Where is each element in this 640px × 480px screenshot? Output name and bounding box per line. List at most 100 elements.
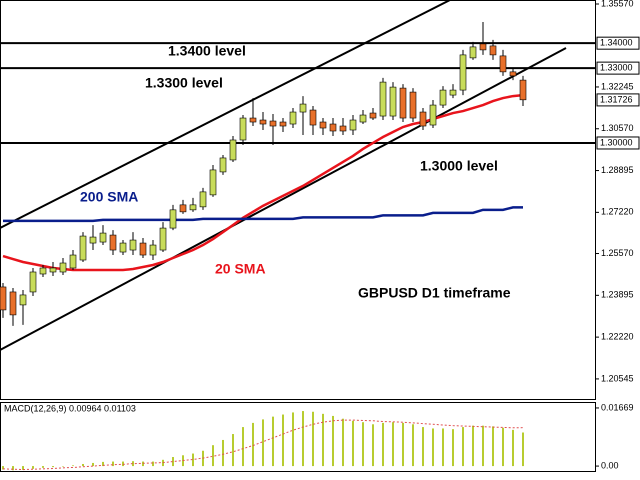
price-label: 1.31726 [600, 94, 633, 104]
macd-bar [92, 462, 94, 467]
macd-bar [22, 466, 24, 470]
candle-body [259, 119, 267, 125]
candle-body [379, 81, 387, 117]
candle-body [79, 235, 87, 261]
channel-lower [0, 47, 567, 351]
macd-bar [472, 425, 474, 467]
macd-bar [72, 465, 74, 467]
macd-bar [442, 428, 444, 467]
y-tick-label: 1.32245 [601, 81, 634, 91]
candle-body [189, 204, 197, 211]
candle-body [149, 244, 157, 256]
price-label: 1.33000 [600, 62, 633, 72]
candle-body [9, 291, 17, 316]
candle-body [39, 267, 47, 275]
candle-body [0, 286, 7, 311]
macd-bar [262, 419, 264, 467]
candle-body [179, 204, 187, 213]
sma-label: 200 SMA [80, 189, 138, 205]
macd-bar [432, 428, 434, 467]
candle-body [209, 169, 217, 196]
price-label: 1.30000 [600, 137, 633, 147]
candle-body [289, 111, 297, 125]
macd-panel [0, 402, 596, 472]
macd-bar [102, 461, 104, 467]
candle-body [89, 236, 97, 244]
candle-body [309, 109, 317, 126]
macd-bar [112, 461, 114, 467]
macd-bar [282, 414, 284, 467]
price-label: 1.34000 [600, 38, 633, 48]
candle-body [109, 234, 117, 251]
candle-body [219, 157, 227, 173]
sma-line [2, 93, 524, 272]
candle-body [459, 54, 467, 91]
macd-bar [132, 461, 134, 467]
macd-bar [392, 422, 394, 467]
macd-bar [52, 466, 54, 468]
candle-body [469, 46, 477, 59]
y-tick-label: 1.20545 [601, 373, 634, 383]
candle-body [129, 239, 137, 251]
macd-bar [342, 418, 344, 467]
macd-bar [252, 422, 254, 467]
macd-bar [212, 445, 214, 467]
candle-body [139, 242, 147, 256]
candle-body [199, 191, 207, 208]
candle-body [59, 262, 67, 273]
macd-bar [192, 453, 194, 467]
price-label-box [596, 136, 640, 150]
macd-bar [152, 461, 154, 467]
candle-body [439, 89, 447, 106]
macd-bar [402, 422, 404, 467]
candle-body [399, 87, 407, 119]
y-tick-label: 1.22220 [601, 331, 634, 341]
candle-body [319, 121, 327, 129]
drawing-layer [0, 0, 567, 351]
y-tick-label: 1.23895 [601, 290, 634, 300]
macd-bar [292, 412, 294, 467]
macd-bar [312, 411, 314, 467]
candle-body [299, 103, 307, 113]
macd-bar [452, 429, 454, 467]
candle-body [19, 294, 27, 306]
macd-bar [462, 427, 464, 467]
macd-bar [32, 466, 34, 469]
sma-label: 20 SMA [215, 261, 266, 277]
y-tick-label: 1.28895 [601, 165, 634, 175]
candle-body [159, 227, 167, 251]
macd-bar [522, 432, 524, 467]
macd-bar [302, 411, 304, 467]
macd-bar [502, 427, 504, 467]
macd-bar [332, 415, 334, 467]
candle-body [69, 254, 77, 269]
candle-body [479, 43, 487, 51]
macd-bar [242, 427, 244, 467]
candle-body [369, 112, 377, 119]
macd-bar [2, 466, 4, 470]
y-tick-label: 1.25570 [601, 248, 634, 258]
candle-body [449, 89, 457, 96]
macd-bar [352, 420, 354, 467]
candle-body [339, 125, 347, 132]
macd-bar [62, 466, 64, 467]
macd-bar [42, 466, 44, 468]
candle-body [509, 71, 517, 77]
level-caption: 1.3300 level [145, 75, 223, 91]
candle-body [409, 91, 417, 119]
candle-body [239, 117, 247, 141]
macd-bar [382, 422, 384, 467]
candle-body [419, 111, 427, 127]
y-tick-label: 1.30570 [601, 123, 634, 133]
macd-bar [412, 424, 414, 467]
level-caption: 1.3400 level [168, 43, 246, 59]
chart-caption: GBPUSD D1 timeframe [358, 285, 511, 301]
candle-body [119, 242, 127, 253]
sma-line [3, 206, 523, 223]
candle-body [349, 119, 357, 131]
candle-body [29, 271, 37, 293]
macd-bar [362, 422, 364, 467]
candle-body [519, 79, 527, 101]
y-tick-label: 1.27220 [601, 207, 634, 217]
